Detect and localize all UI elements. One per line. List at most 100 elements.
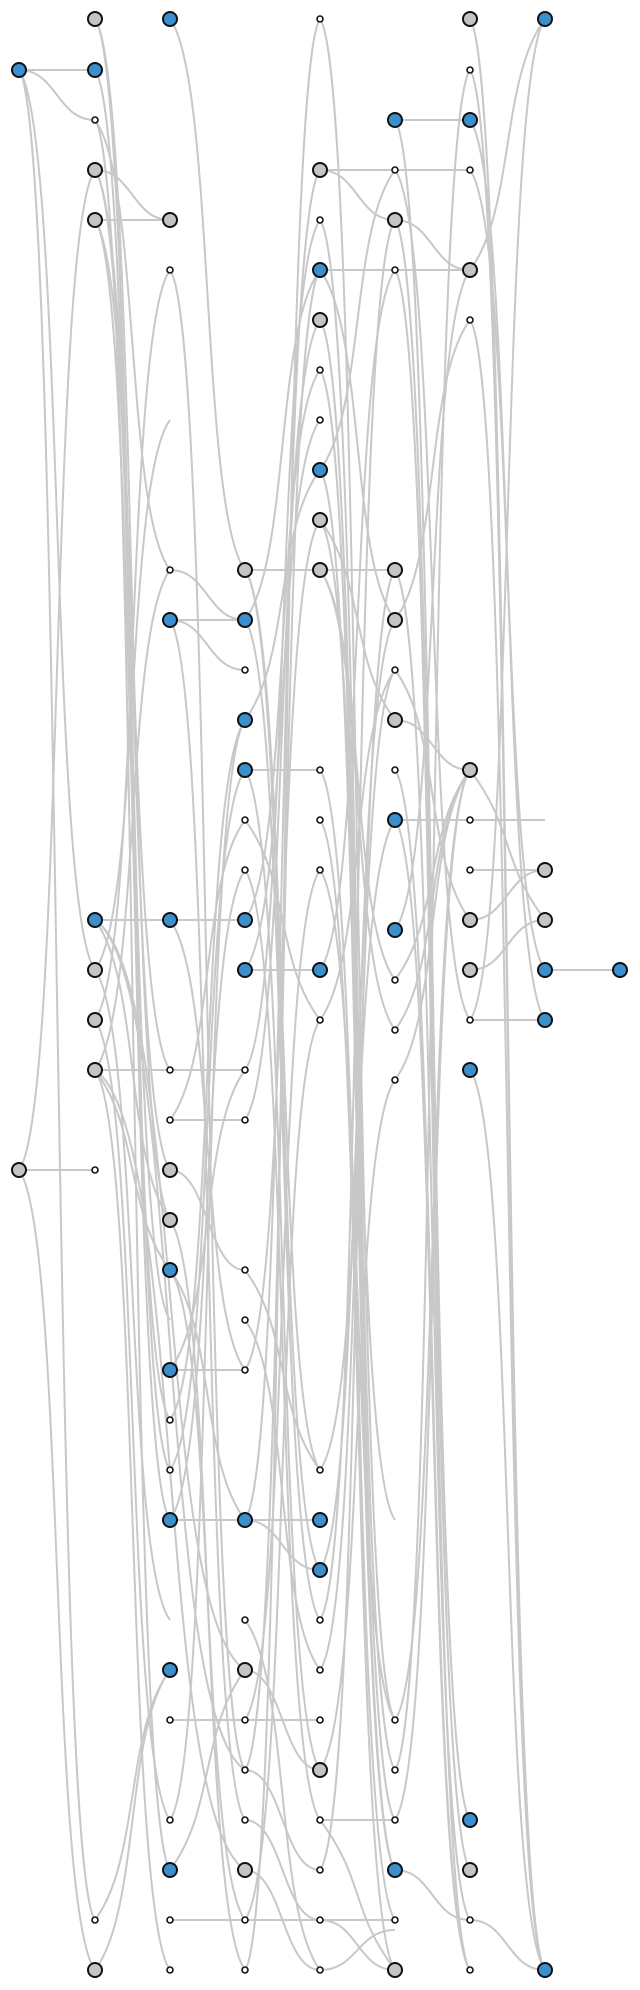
edge-line [244,1619,321,1971]
blue-node [387,812,403,828]
blue-node [162,1362,178,1378]
blue-node [162,1862,178,1878]
edge-line [319,219,396,1621]
edge-line [94,919,171,1221]
edge-line [319,769,396,1921]
dummy-node [391,976,399,984]
dummy-node [241,1266,249,1274]
dummy-node [466,1966,474,1974]
dummy-node [316,866,324,874]
dummy-node [241,816,249,824]
dummy-node [241,1616,249,1624]
edge-line [469,169,546,971]
gray-node [312,1762,328,1778]
edge-line [94,119,171,1871]
blue-node [462,1812,478,1828]
dummy-node [316,1016,324,1024]
blue-node [462,1062,478,1078]
dummy-node [166,1416,174,1424]
blue-node [312,462,328,478]
gray-node [87,212,103,228]
blue-node [312,1562,328,1578]
blue-node [162,612,178,628]
edge-line [169,769,246,1471]
blue-node [237,762,253,778]
gray-node [537,862,553,878]
dummy-node [316,766,324,774]
edge-line [319,169,396,471]
blue-node [387,112,403,128]
dummy-node [241,666,249,674]
edge-line [169,1269,246,1921]
blue-node [237,962,253,978]
dummy-node [316,1466,324,1474]
dummy-node [91,1166,99,1174]
edge-line [94,569,171,1071]
edge-line [244,269,321,621]
edge-line [319,869,396,1721]
gray-node [87,1062,103,1078]
dummy-node [316,1616,324,1624]
gray-node [11,1162,27,1178]
blue-node [387,922,403,938]
blue-node [87,912,103,928]
gray-node [162,212,178,228]
dummy-node [466,316,474,324]
dummy-node [241,1966,249,1974]
edge-line [394,769,471,1821]
edge-line [169,919,246,1371]
blue-node [537,962,553,978]
dummy-node [241,866,249,874]
edge-line [18,69,96,121]
edge-line [394,69,471,1771]
edge-line [94,1069,171,1971]
edge-line [94,219,171,1071]
edge-line [18,69,96,971]
dummy-node [391,266,399,274]
edge-line [244,1269,321,1471]
gray-node [87,1012,103,1028]
blue-node [312,262,328,278]
blue-node [237,712,253,728]
dummy-node [166,266,174,274]
dummy-node [316,1716,324,1724]
dummy-node [166,1966,174,1974]
edge-line [94,1669,171,1971]
gray-node [162,1162,178,1178]
gray-node [462,262,478,278]
dummy-node [316,216,324,224]
edge-line [244,269,321,1771]
blue-node [162,912,178,928]
blue-node [11,62,27,78]
dummy-node [316,1966,324,1974]
edge-line [94,919,246,1671]
edge-line [319,569,396,1031]
gray-node [462,11,478,27]
blue-node [537,1962,553,1978]
dummy-node [166,1816,174,1824]
edge-line [18,69,96,1921]
gray-node [462,912,478,928]
edge-line [319,519,396,1521]
edge-line [394,269,471,931]
dummy-node [91,116,99,124]
edge-line [469,1069,546,1971]
dummy-node [166,1916,174,1924]
blue-node [612,962,628,978]
edge-line [244,1669,321,1771]
gray-node [237,562,253,578]
gray-node [87,1962,103,1978]
dummy-node [241,1716,249,1724]
edge-line [169,1269,246,1521]
dummy-node [391,766,399,774]
edge-line [169,1669,246,1871]
edge-line [394,819,471,1971]
blue-node [312,1512,328,1528]
edge-line [18,1169,96,1971]
edge-line [319,669,396,1021]
edge-line [469,1919,546,1971]
edge-line [94,969,171,1621]
edge-line [319,1819,396,1971]
dummy-node [391,1916,399,1924]
